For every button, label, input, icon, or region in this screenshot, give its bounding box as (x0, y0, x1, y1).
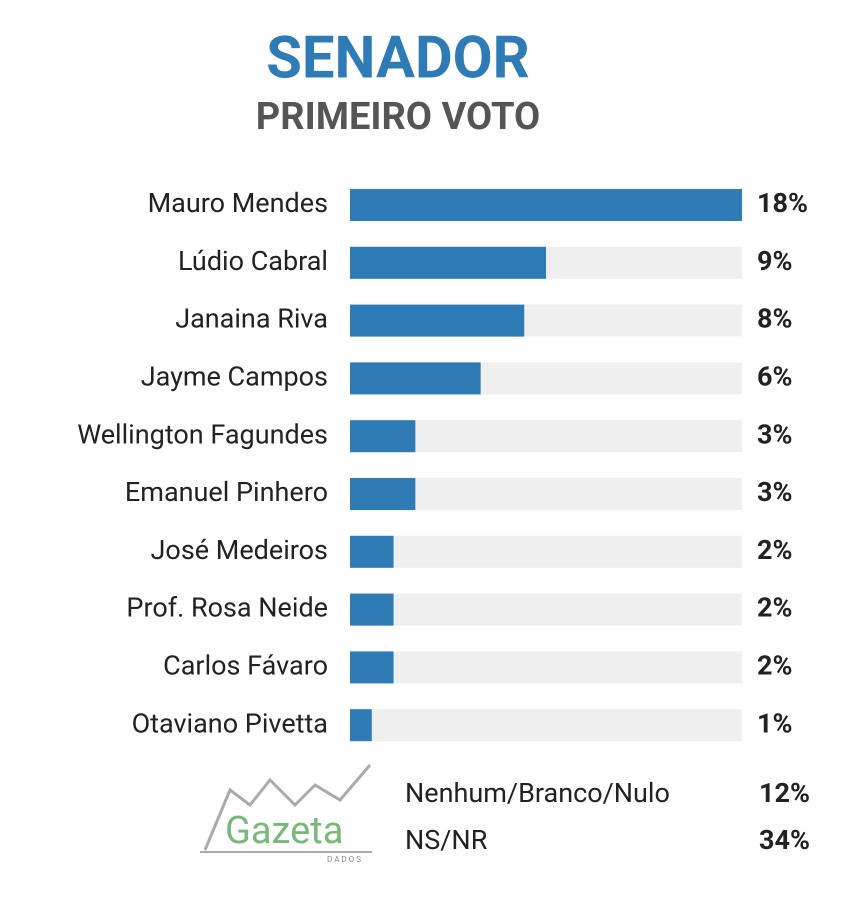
bar (350, 362, 481, 395)
value-label: 9% (757, 245, 792, 277)
logo-mountains (203, 764, 372, 851)
category-label: Lúdio Cabral (178, 245, 328, 277)
logo-name: Gazeta (225, 809, 343, 853)
bar-track (350, 651, 742, 684)
category-label: José Medeiros (151, 534, 328, 566)
category-label: Wellington Fagundes (77, 418, 328, 450)
category-label: Otaviano Pivetta (132, 707, 328, 739)
category-label: Janaina Riva (175, 303, 328, 335)
value-label: 2% (757, 592, 792, 624)
other-label: Nenhum/Branco/Nulo (405, 777, 670, 809)
bar (350, 420, 416, 453)
other-label: NS/NR (405, 824, 488, 856)
other-value: 12% (759, 777, 810, 809)
bar (350, 593, 394, 626)
category-label: Prof. Rosa Neide (126, 592, 328, 624)
logo-sub: DADOS (327, 855, 363, 864)
value-label: 6% (757, 361, 792, 393)
value-label: 3% (757, 418, 792, 450)
bar (350, 478, 416, 510)
bar (350, 246, 546, 279)
chart-subtitle: PRIMEIRO VOTO (256, 95, 540, 139)
bar-track (350, 709, 742, 742)
value-label: 18% (757, 187, 808, 219)
category-label: Emanuel Pinhero (125, 476, 328, 508)
logo: Gazeta DADOS (200, 764, 372, 864)
chart-title: SENADOR (266, 24, 530, 92)
bar (350, 304, 525, 337)
bar-track (350, 535, 742, 568)
bar (350, 651, 394, 684)
category-label: Carlos Fávaro (163, 650, 328, 682)
value-label: 2% (757, 650, 792, 682)
category-label: Mauro Mendes (148, 187, 328, 219)
value-label: 8% (757, 303, 792, 335)
bar (350, 535, 394, 568)
value-label: 3% (757, 476, 792, 508)
bar (350, 189, 742, 221)
bar (350, 709, 372, 742)
bar-track (350, 593, 742, 626)
category-label: Jayme Campos (141, 361, 328, 393)
other-value: 34% (759, 824, 810, 856)
value-label: 2% (757, 534, 792, 566)
value-label: 1% (757, 707, 792, 739)
